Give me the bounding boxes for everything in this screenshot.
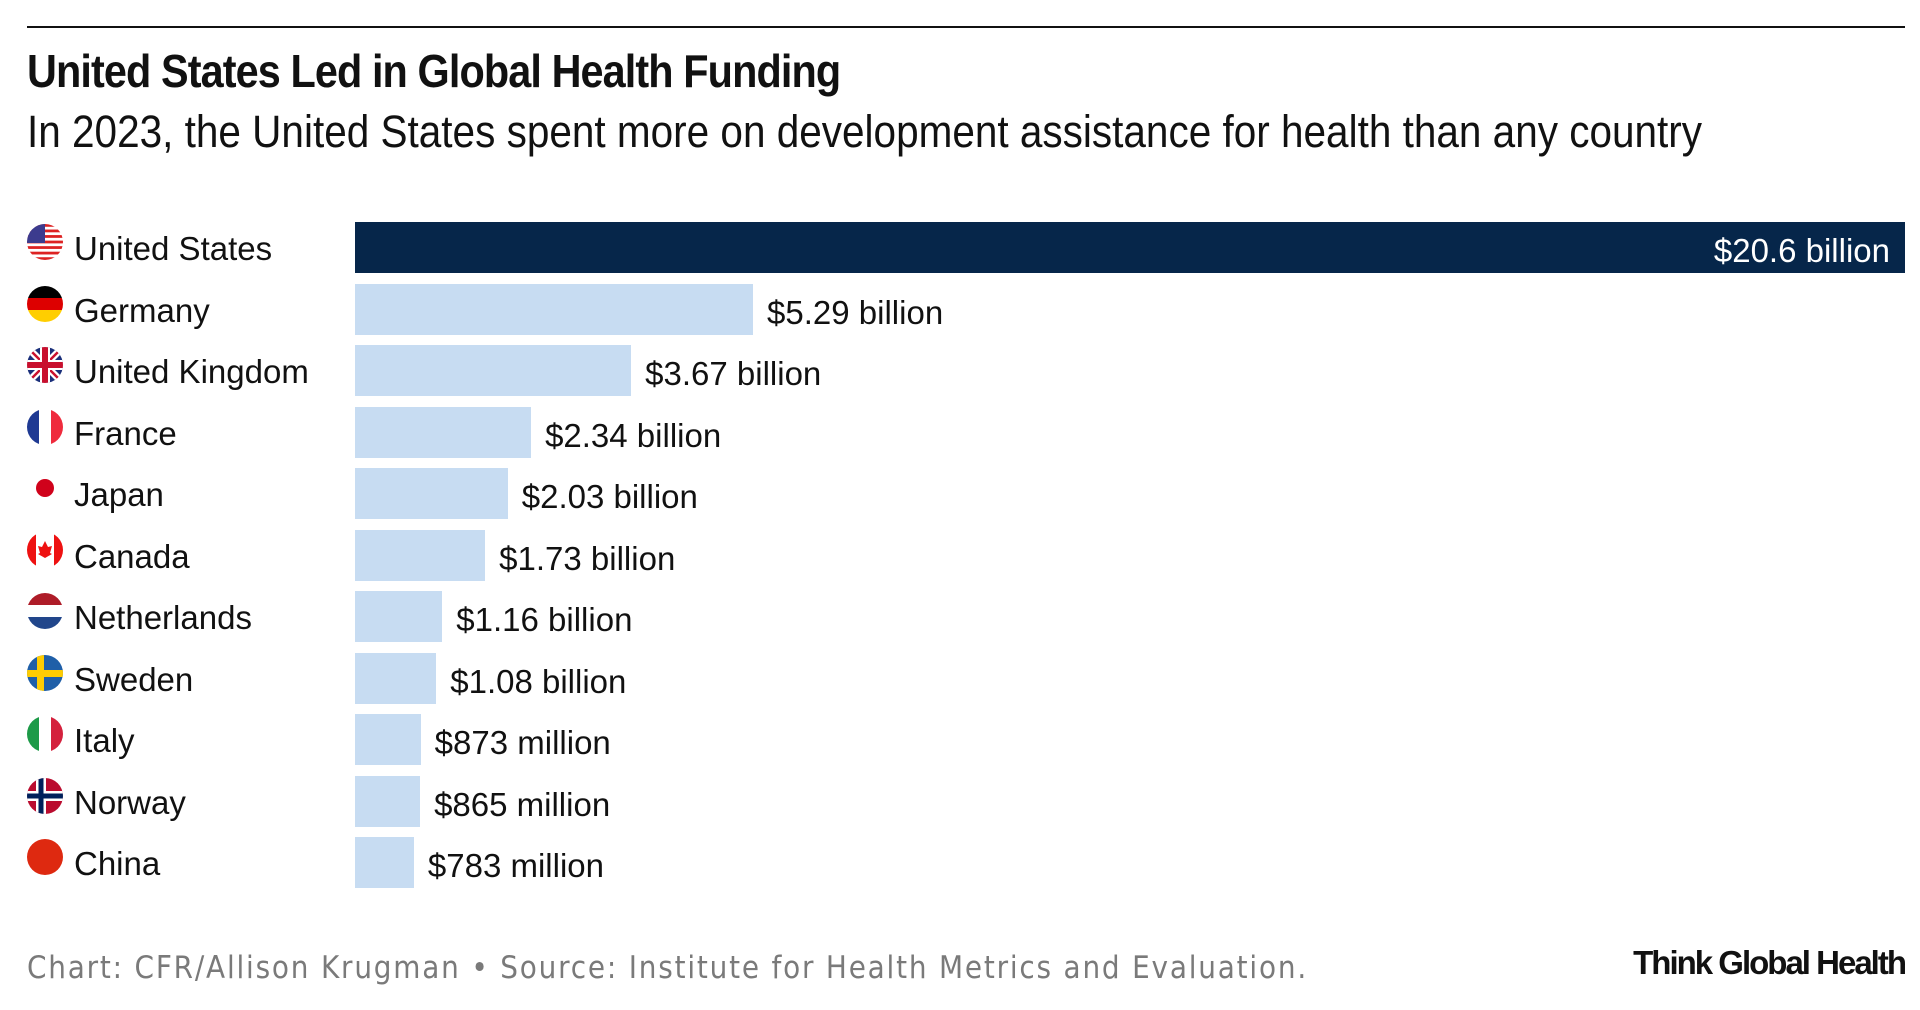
japan-flag-icon — [27, 470, 63, 506]
bar-row: United Kingdom $3.67 billion — [0, 345, 1920, 397]
category-label: China — [74, 845, 161, 882]
chart-title: United States Led in Global Health Fundi… — [27, 45, 841, 97]
bar-row: Sweden $1.08 billion — [0, 652, 1920, 705]
bar-row: China $783 million — [0, 837, 1920, 889]
bar-row: Italy $873 million — [0, 714, 1920, 766]
bar — [355, 529, 486, 581]
category-label: Germany — [74, 291, 210, 329]
category-label: Netherlands — [74, 599, 252, 636]
data-label: $1.73 billion — [499, 539, 676, 577]
data-label: $20.6 billion — [1713, 232, 1890, 269]
bar — [355, 468, 508, 519]
data-label: $1.08 billion — [450, 662, 627, 700]
germany-flag-icon — [27, 285, 63, 322]
bar — [355, 775, 421, 827]
data-label: $5.29 billion — [767, 293, 944, 331]
china-flag-icon — [27, 839, 63, 875]
category-label: France — [74, 414, 177, 452]
bar — [355, 222, 1905, 273]
france-flag-icon — [27, 408, 63, 445]
bar-row: United States $20.6 billion — [0, 222, 1920, 274]
bar-row: Norway $865 million — [0, 775, 1920, 828]
source-credit: Chart: CFR/Allison Krugman • Source: Ins… — [27, 950, 1308, 986]
chart-subtitle: In 2023, the United States spent more on… — [27, 106, 1703, 157]
italy-flag-icon — [27, 716, 63, 752]
data-label: $2.34 billion — [545, 416, 722, 454]
data-label: $1.16 billion — [456, 601, 633, 638]
bar-row: Germany $5.29 billion — [0, 283, 1920, 336]
bar — [355, 837, 414, 888]
bar — [355, 591, 443, 642]
category-label: Canada — [74, 537, 190, 575]
bar — [355, 714, 421, 765]
netherlands-flag-icon — [27, 593, 63, 629]
category-label: Norway — [74, 783, 186, 821]
category-label: United States — [74, 230, 273, 267]
bar-row: Japan $2.03 billion — [0, 468, 1920, 520]
data-label: $873 million — [434, 724, 611, 761]
us-flag-icon — [27, 224, 63, 260]
norway-flag-icon — [27, 777, 63, 814]
canada-flag-icon — [27, 531, 63, 568]
data-label: $3.67 billion — [645, 355, 822, 392]
data-label: $2.03 billion — [521, 478, 698, 515]
top-rule — [27, 26, 1905, 28]
bar — [355, 652, 437, 704]
data-label: $783 million — [427, 847, 605, 884]
bar-row: Canada $1.73 billion — [0, 529, 1920, 582]
category-label: Japan — [74, 476, 164, 513]
data-label: $865 million — [434, 785, 611, 823]
bar-row: Netherlands $1.16 billion — [0, 591, 1920, 643]
category-label: Italy — [74, 722, 135, 759]
uk-flag-icon — [27, 347, 63, 383]
sweden-flag-icon — [27, 654, 63, 691]
category-label: United Kingdom — [74, 353, 309, 390]
bar — [355, 345, 632, 396]
bar — [355, 406, 532, 458]
think-global-health-logo: Think Global Health — [1633, 944, 1907, 981]
category-label: Sweden — [74, 660, 194, 698]
bar — [355, 283, 754, 335]
bar-row: France $2.34 billion — [0, 406, 1920, 459]
